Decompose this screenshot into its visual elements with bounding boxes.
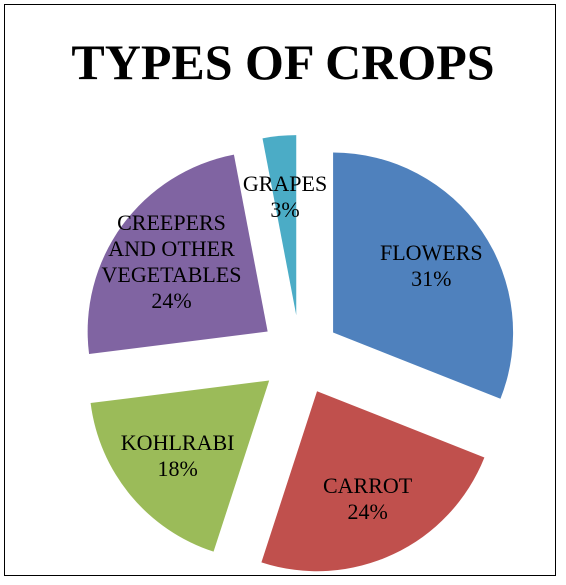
category-label: CREEPERS AND OTHER VEGETABLES xyxy=(101,209,242,287)
chart-title: TYPES OF CROPS xyxy=(71,34,495,90)
pie-slice xyxy=(90,380,270,552)
pie-slice xyxy=(262,135,297,316)
value-label: 3% xyxy=(270,196,300,222)
value-label: 18% xyxy=(157,456,198,482)
data-label: KOHLRABI 18% xyxy=(93,430,263,482)
pie-slice xyxy=(261,391,485,572)
data-label: CARROT 24% xyxy=(283,473,453,525)
category-label: GRAPES xyxy=(242,170,328,196)
category-label: FLOWERS xyxy=(379,239,483,265)
value-label: 24% xyxy=(347,498,388,524)
data-label: CREEPERS AND OTHER VEGETABLES 24% xyxy=(77,210,267,314)
pie-slice xyxy=(333,152,514,399)
category-label: KOHLRABI xyxy=(120,430,235,456)
value-label: 31% xyxy=(411,265,452,291)
data-label: GRAPES 3% xyxy=(200,171,370,223)
category-label: CARROT xyxy=(322,472,413,498)
chart-frame xyxy=(4,4,556,576)
data-label: FLOWERS 31% xyxy=(346,240,516,292)
pie-slice xyxy=(87,154,268,355)
value-label: 24% xyxy=(151,287,192,313)
